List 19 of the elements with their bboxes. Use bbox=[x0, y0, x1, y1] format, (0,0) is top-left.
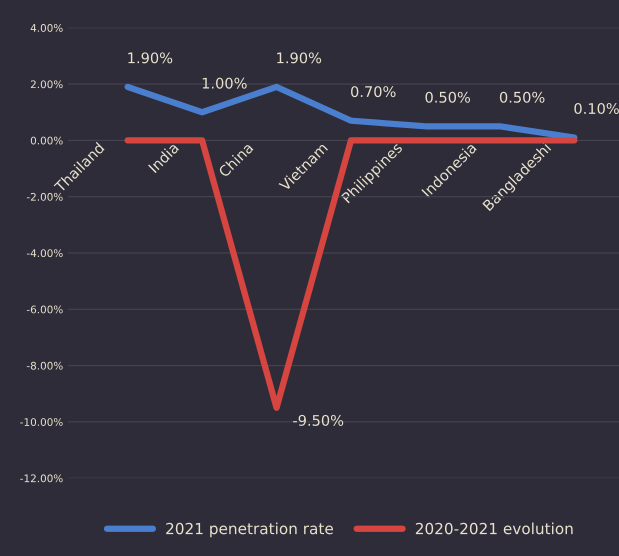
y-tick-label: -6.00% bbox=[26, 306, 63, 314]
legend-label: 2020-2021 evolution bbox=[416, 522, 573, 534]
y-tick-label: -8.00% bbox=[26, 362, 63, 370]
data-label: 0.70% bbox=[351, 86, 396, 98]
y-tick-label: 0.00% bbox=[30, 136, 63, 144]
y-tick-label: -4.00% bbox=[26, 249, 63, 258]
y-tick-label: -2.00% bbox=[26, 192, 63, 201]
data-label: 1.00% bbox=[202, 78, 247, 89]
data-label: 0.10% bbox=[574, 103, 619, 114]
data-label: -9.50% bbox=[293, 414, 344, 426]
y-tick-label: -12.00% bbox=[20, 474, 63, 482]
data-label: 0.50% bbox=[425, 92, 470, 103]
data-label: 1.90% bbox=[277, 52, 322, 64]
legend-label: 2021 penetration rate bbox=[166, 522, 333, 538]
y-tick-label: 4.00% bbox=[30, 24, 63, 32]
y-tick-label: -10.00% bbox=[20, 418, 63, 426]
data-label: 0.50% bbox=[500, 92, 544, 103]
data-label: 1.90% bbox=[128, 52, 172, 64]
y-tick-label: 2.00% bbox=[30, 80, 63, 88]
